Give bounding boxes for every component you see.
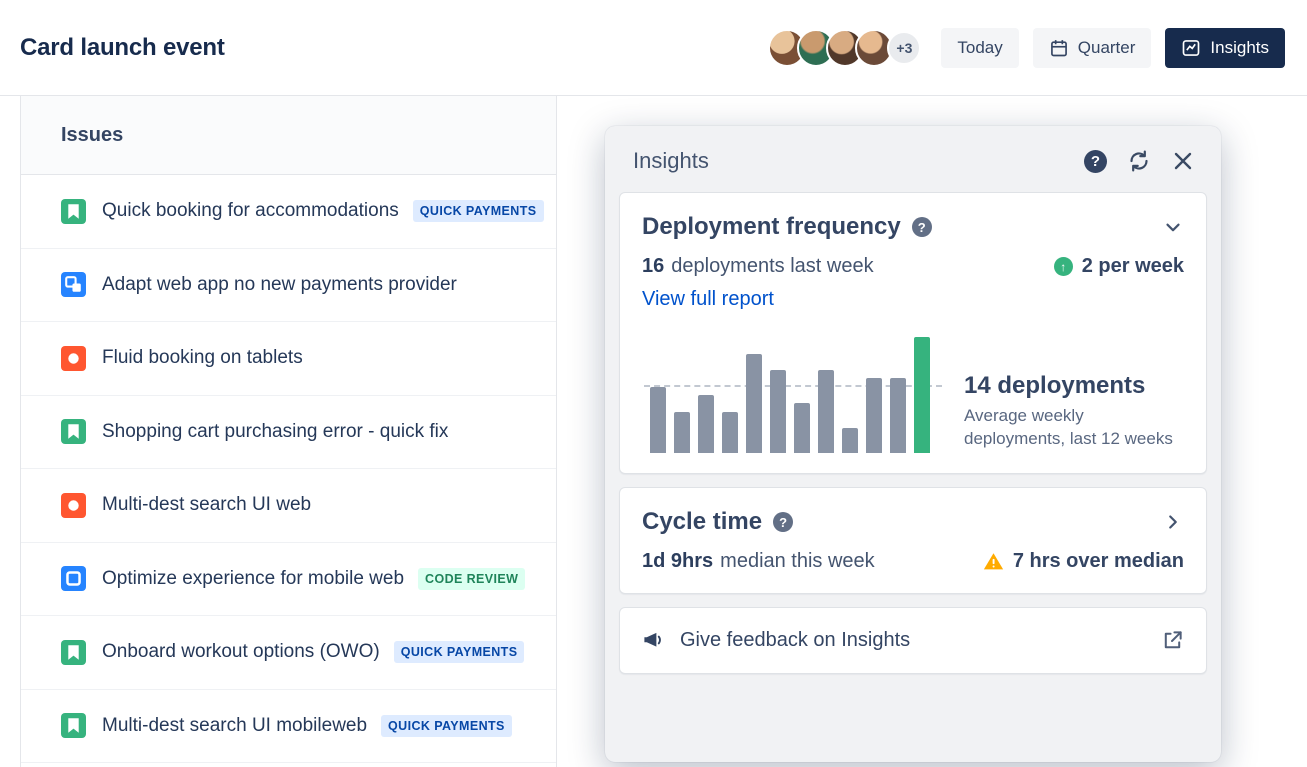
external-link-icon[interactable] bbox=[1161, 629, 1184, 652]
issues-list: Quick booking for accommodations QUICK PA… bbox=[21, 175, 556, 763]
quarter-button-label: Quarter bbox=[1077, 37, 1136, 57]
cycle-stat-label: median this week bbox=[720, 550, 875, 572]
chart-bar bbox=[674, 412, 690, 453]
help-icon[interactable]: ? bbox=[773, 512, 794, 532]
today-button-label: Today bbox=[957, 37, 1003, 57]
chart-bar bbox=[770, 370, 786, 453]
issue-title: Onboard workout options (OWO) bbox=[102, 641, 380, 663]
issue-title: Optimize experience for mobile web bbox=[102, 567, 405, 589]
page-header: Card launch event +3 Today Quarter Insig… bbox=[0, 0, 1307, 95]
insights-button[interactable]: Insights bbox=[1165, 27, 1285, 68]
insights-panel-actions: ? bbox=[1084, 149, 1195, 173]
avatars[interactable] bbox=[768, 28, 894, 67]
issue-row[interactable]: Multi-dest search UI mobileweb QUICK PAYM… bbox=[21, 690, 556, 763]
issue-row[interactable]: Optimize experience for mobile web CODE R… bbox=[21, 543, 556, 616]
deployment-stat-label: deployments last week bbox=[671, 255, 874, 277]
chevron-down-icon[interactable] bbox=[1162, 216, 1184, 238]
deployment-card-header: Deployment frequency ? bbox=[642, 213, 1184, 241]
issue-label-badge: CODE REVIEW bbox=[418, 567, 526, 590]
issue-title: Shopping cart purchasing error - quick f… bbox=[102, 420, 449, 442]
avatar-group: +3 bbox=[768, 28, 922, 67]
chart-bar bbox=[794, 403, 810, 453]
quarter-button[interactable]: Quarter bbox=[1032, 27, 1152, 68]
chart-bar bbox=[914, 337, 930, 453]
story-icon bbox=[61, 639, 86, 665]
deployment-delta-label: 2 per week bbox=[1081, 255, 1184, 277]
issue-title: Fluid booking on tablets bbox=[102, 347, 303, 369]
issues-column-header: Issues bbox=[21, 96, 556, 175]
chart-bar bbox=[890, 378, 906, 453]
story-icon bbox=[61, 198, 86, 224]
issue-row[interactable]: Shopping cart purchasing error - quick f… bbox=[21, 396, 556, 469]
bug-icon bbox=[61, 345, 86, 371]
bug-icon bbox=[61, 492, 86, 518]
issue-title: Quick booking for accommodations bbox=[102, 200, 399, 222]
cycle-card-header: Cycle time ? bbox=[642, 508, 1184, 536]
issue-row[interactable]: Fluid booking on tablets bbox=[21, 322, 556, 396]
story-icon bbox=[61, 419, 86, 445]
chart-bar bbox=[746, 354, 762, 453]
feedback-card[interactable]: Give feedback on Insights bbox=[619, 607, 1207, 674]
cycle-time-card: Cycle time ? 1d 9hrs median this week bbox=[619, 487, 1207, 594]
cycle-stat-row: 1d 9hrs median this week 7 hrs over medi… bbox=[642, 550, 1184, 573]
task-icon bbox=[61, 566, 86, 592]
average-line bbox=[644, 385, 942, 387]
chart-icon bbox=[1181, 38, 1201, 58]
chart-bar bbox=[650, 387, 666, 453]
help-icon[interactable]: ? bbox=[911, 217, 932, 237]
chart-bar bbox=[818, 370, 834, 453]
deployment-card-title: Deployment frequency bbox=[642, 213, 901, 240]
insights-panel-title: Insights bbox=[633, 148, 709, 173]
deployment-stat-value: 16 bbox=[642, 255, 665, 277]
calendar-icon bbox=[1049, 38, 1069, 58]
chart-annotation: 14 deployments Average weekly deployment… bbox=[964, 372, 1184, 453]
warning-icon bbox=[983, 551, 1004, 572]
board: Issues Quick booking for accommodations Q… bbox=[0, 95, 1307, 767]
cycle-card-title: Cycle time bbox=[642, 508, 763, 535]
insights-panel-header: Insights ? bbox=[619, 148, 1207, 174]
issue-row[interactable]: Adapt web app no new payments provider bbox=[21, 249, 556, 322]
issue-label-badge: QUICK PAYMENTS bbox=[412, 200, 544, 223]
issue-title: Adapt web app no new payments provider bbox=[102, 273, 457, 295]
chevron-right-icon[interactable] bbox=[1162, 511, 1184, 533]
issue-title: Multi-dest search UI mobileweb bbox=[102, 714, 368, 736]
insights-button-label: Insights bbox=[1210, 37, 1269, 57]
issue-label-badge: QUICK PAYMENTS bbox=[393, 641, 525, 664]
megaphone-icon bbox=[642, 629, 665, 652]
chart-bar bbox=[866, 378, 882, 453]
cycle-warning: 7 hrs over median bbox=[983, 550, 1184, 573]
chart-bar bbox=[698, 395, 714, 453]
chart-annotation-sub: Average weekly deployments, last 12 week… bbox=[964, 406, 1173, 449]
insights-panel: Insights ? Deployment freque bbox=[605, 126, 1221, 762]
issue-title: Multi-dest search UI web bbox=[102, 494, 312, 516]
chart-bar bbox=[842, 428, 858, 453]
chart-bar bbox=[722, 412, 738, 453]
deployment-chart-row: 14 deployments Average weekly deployment… bbox=[642, 337, 1184, 453]
deployment-stat-row: 16 deployments last week ↑ 2 per week bbox=[642, 255, 1184, 278]
arrow-up-icon: ↑ bbox=[1053, 257, 1073, 276]
issue-row[interactable]: Quick booking for accommodations QUICK PA… bbox=[21, 175, 556, 249]
story-icon bbox=[61, 713, 86, 739]
page-title: Card launch event bbox=[20, 33, 225, 61]
issue-label-badge: QUICK PAYMENTS bbox=[381, 714, 512, 737]
deployment-delta: ↑ 2 per week bbox=[1053, 255, 1184, 278]
cycle-warning-label: 7 hrs over median bbox=[1012, 550, 1184, 572]
header-actions: +3 Today Quarter Insights bbox=[768, 27, 1285, 68]
issues-column: Issues Quick booking for accommodations Q… bbox=[20, 96, 557, 767]
chart-bars bbox=[650, 337, 938, 453]
avatar-overflow-badge[interactable]: +3 bbox=[887, 30, 922, 65]
today-button[interactable]: Today bbox=[941, 27, 1019, 68]
issue-row[interactable]: Onboard workout options (OWO) QUICK PAYME… bbox=[21, 616, 556, 690]
subtask-icon bbox=[61, 272, 86, 298]
deployment-bar-chart bbox=[644, 337, 942, 453]
refresh-icon[interactable] bbox=[1127, 149, 1151, 173]
chart-annotation-title: 14 deployments bbox=[964, 372, 1146, 400]
view-full-report-link[interactable]: View full report bbox=[642, 288, 774, 310]
feedback-label: Give feedback on Insights bbox=[680, 629, 911, 651]
help-icon[interactable]: ? bbox=[1084, 149, 1107, 173]
issue-row[interactable]: Multi-dest search UI web bbox=[21, 469, 556, 543]
close-icon[interactable] bbox=[1171, 149, 1195, 173]
cycle-stat-value: 1d 9hrs bbox=[642, 550, 714, 572]
deployment-frequency-card: Deployment frequency ? 16 deployments la… bbox=[619, 192, 1207, 474]
